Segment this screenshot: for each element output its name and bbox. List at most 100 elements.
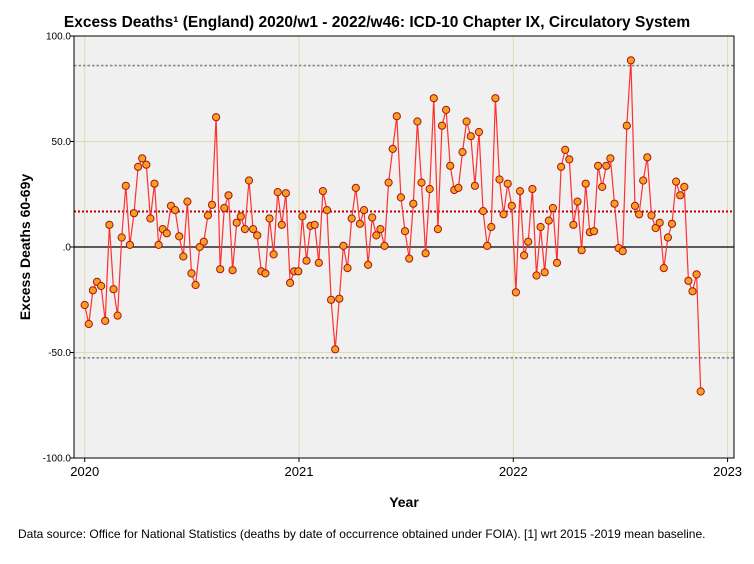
data-point bbox=[400, 227, 410, 236]
data-point bbox=[364, 260, 373, 269]
data-point bbox=[663, 233, 673, 242]
data-point bbox=[503, 179, 512, 188]
data-point bbox=[294, 267, 303, 276]
data-point bbox=[195, 242, 204, 252]
data-point bbox=[528, 184, 537, 194]
data-point bbox=[212, 113, 221, 122]
data-point bbox=[187, 269, 196, 278]
data-point bbox=[610, 199, 619, 208]
data-point bbox=[179, 252, 188, 261]
data-point bbox=[437, 121, 447, 130]
data-point bbox=[606, 154, 615, 163]
data-point bbox=[573, 197, 582, 206]
y-tick-label: 50.0 bbox=[52, 137, 72, 148]
data-point bbox=[125, 240, 134, 249]
data-point bbox=[429, 94, 438, 103]
data-point bbox=[105, 220, 114, 229]
data-point bbox=[368, 213, 377, 222]
data-point bbox=[146, 214, 155, 223]
data-point bbox=[134, 162, 143, 171]
data-point bbox=[598, 182, 607, 191]
data-point bbox=[298, 212, 307, 221]
data-point bbox=[626, 56, 636, 65]
data-point bbox=[557, 162, 566, 171]
data-point bbox=[351, 183, 360, 192]
data-point bbox=[630, 201, 640, 210]
data-point bbox=[244, 176, 254, 185]
data-point bbox=[101, 316, 110, 325]
data-point bbox=[396, 193, 405, 202]
y-tick-label: -50.0 bbox=[48, 348, 71, 359]
data-point bbox=[384, 178, 393, 187]
data-point bbox=[269, 250, 278, 259]
data-point bbox=[458, 148, 467, 157]
data-point bbox=[639, 176, 648, 185]
data-point bbox=[676, 191, 685, 200]
data-point bbox=[433, 225, 442, 234]
data-point bbox=[355, 219, 364, 228]
data-point bbox=[487, 222, 496, 232]
data-point bbox=[142, 160, 151, 169]
chart-canvas: -100.0 -50.0 .0 50.0 100.0 2020 2021 2022 2023 Ye… bbox=[17, 32, 742, 511]
data-point bbox=[479, 207, 488, 216]
data-point bbox=[548, 203, 558, 213]
data-point bbox=[84, 319, 93, 329]
x-tick-label: 2021 bbox=[285, 464, 314, 479]
data-point bbox=[224, 191, 233, 200]
data-point bbox=[544, 216, 553, 225]
data-point bbox=[388, 144, 397, 153]
data-point bbox=[684, 276, 693, 285]
x-axis-label: Year bbox=[389, 494, 419, 510]
data-point bbox=[462, 117, 471, 126]
data-point bbox=[442, 105, 451, 115]
data-point bbox=[524, 237, 533, 246]
data-point bbox=[491, 94, 500, 103]
data-point bbox=[552, 258, 562, 267]
data-point bbox=[207, 200, 217, 209]
data-point bbox=[154, 240, 163, 249]
data-point bbox=[129, 209, 139, 218]
plot-area: -100.0 -50.0 .0 50.0 100.0 2020 2021 2022 2023 Ye… bbox=[17, 32, 742, 511]
data-point bbox=[372, 231, 381, 240]
data-point bbox=[540, 268, 549, 277]
data-point bbox=[680, 182, 689, 191]
data-point bbox=[474, 127, 484, 137]
data-point bbox=[314, 258, 323, 267]
data-point bbox=[281, 189, 290, 198]
data-point bbox=[80, 300, 89, 310]
data-point bbox=[228, 266, 237, 275]
data-point bbox=[581, 179, 590, 188]
data-point bbox=[692, 270, 701, 279]
data-point bbox=[253, 231, 262, 240]
data-point bbox=[532, 271, 541, 280]
data-point bbox=[359, 206, 369, 215]
data-point bbox=[569, 220, 578, 229]
data-point bbox=[339, 241, 348, 250]
data-point bbox=[138, 154, 147, 163]
data-point bbox=[688, 287, 697, 296]
data-point bbox=[203, 211, 212, 220]
data-point bbox=[175, 232, 184, 241]
data-point bbox=[121, 181, 130, 190]
data-point bbox=[405, 254, 414, 263]
data-point bbox=[162, 229, 171, 238]
data-point bbox=[565, 155, 574, 164]
data-point bbox=[413, 117, 422, 126]
data-point bbox=[109, 285, 118, 294]
data-point bbox=[277, 220, 286, 229]
data-point bbox=[594, 161, 603, 170]
data-point bbox=[511, 288, 521, 297]
data-point bbox=[643, 153, 652, 162]
data-point bbox=[331, 345, 340, 354]
data-point bbox=[483, 241, 492, 250]
data-point bbox=[495, 175, 504, 184]
data-point bbox=[216, 265, 225, 274]
data-point bbox=[322, 206, 332, 215]
data-point bbox=[466, 132, 475, 141]
chart-title: Excess Deaths¹ (England) 2020/w1 - 2022/… bbox=[63, 14, 691, 31]
data-point bbox=[589, 227, 599, 236]
y-tick-label: 100.0 bbox=[46, 32, 71, 43]
data-point bbox=[515, 187, 525, 196]
x-tick-label: 2023 bbox=[713, 464, 742, 479]
data-point bbox=[417, 178, 426, 187]
